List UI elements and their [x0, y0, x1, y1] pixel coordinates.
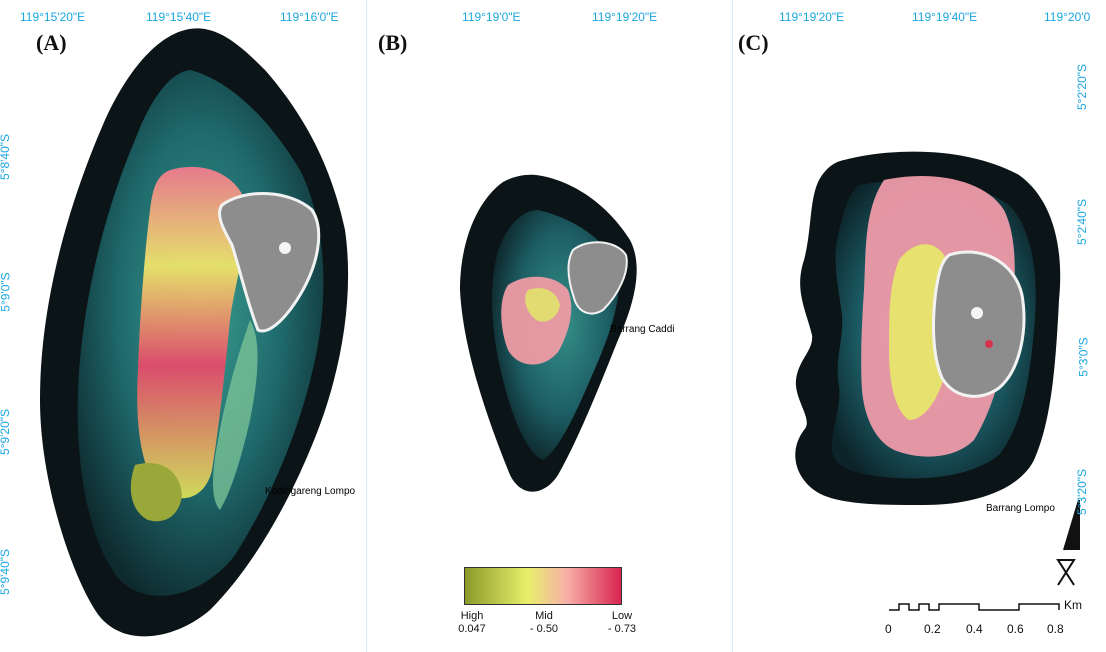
scale-bar — [889, 603, 1060, 611]
map-panel-a: 119°15'20"E 119°15'40"E 119°16'0"E 5°8'4… — [0, 0, 366, 652]
lon-label-c-3: 119°20'0 — [1044, 10, 1091, 24]
lon-label-a-2: 119°15'40"E — [146, 10, 212, 24]
lat-label-c-4: 5°3'20"S — [1075, 468, 1090, 516]
legend-low-label: Low - 0.73 — [602, 610, 642, 636]
legend-low-text: Low — [611, 610, 633, 622]
panel-label-a: (A) — [36, 30, 67, 55]
panel-divider-2 — [732, 0, 733, 652]
panel-label-c: (C) — [738, 30, 769, 55]
sand-shoal-a — [213, 320, 258, 510]
scale-unit: Km — [1064, 598, 1082, 612]
scale-tick-4: 0.8 — [1047, 622, 1064, 636]
legend-high-value: 0.047 — [458, 623, 486, 635]
legend-high-label: High 0.047 — [452, 610, 492, 636]
lon-label-c-1: 119°19'20"E — [779, 10, 845, 24]
scale-tick-1: 0.2 — [924, 622, 941, 636]
lat-label-c-1: 5°2'20"S — [1075, 63, 1090, 111]
map-panel-b: 119°19'0"E 119°19'20"E (B) Barrang Caddi… — [368, 0, 732, 652]
lon-label-b-1: 119°19'0"E — [462, 10, 521, 24]
panel-divider-1 — [366, 0, 367, 652]
scale-tick-0: 0 — [885, 622, 892, 636]
island-map-a — [40, 28, 349, 637]
legend-colorbar — [464, 567, 622, 605]
north-arrow-icon — [1056, 499, 1080, 586]
island-land-b — [567, 241, 628, 315]
lat-label-c-2: 5°2'40"S — [1075, 198, 1090, 246]
lat-label-a-3: 5°9'20"S — [0, 408, 13, 456]
island-name-c: Barrang Lompo — [986, 503, 1055, 514]
island-map-b — [460, 174, 637, 492]
panel-label-b: (B) — [378, 30, 408, 55]
legend-mid-label: Mid - 0.50 — [522, 610, 566, 636]
lat-label-a-1: 5°8'40"S — [0, 133, 13, 181]
island-land-c — [932, 250, 1026, 398]
lon-label-a-1: 119°15'20"E — [20, 10, 86, 24]
lat-label-a-2: 5°9'0"S — [0, 272, 13, 312]
scale-tick-3: 0.6 — [1007, 622, 1024, 636]
lon-label-a-3: 119°16'0"E — [280, 10, 339, 24]
lagoon-a — [130, 463, 182, 522]
island-name-a: Kodingareng Lompo — [265, 486, 356, 497]
seagrass-area-a — [137, 166, 247, 499]
scale-tick-2: 0.4 — [966, 622, 983, 636]
island-map-c — [795, 151, 1080, 611]
legend-mid-value: - 0.50 — [529, 623, 559, 635]
lon-label-c-2: 119°19'40"E — [912, 10, 978, 24]
lon-label-b-2: 119°19'20"E — [592, 10, 658, 24]
legend-mid-text: Mid — [535, 610, 553, 622]
map-panel-c: 119°19'20"E 119°19'40"E 119°20'0 5°2'20"… — [734, 0, 1106, 652]
legend-high-text: High — [460, 610, 484, 622]
island-name-b: Barrang Caddi — [610, 324, 675, 335]
legend-low-value: - 0.73 — [607, 623, 637, 635]
seagrass-high-b — [525, 288, 560, 322]
lat-label-c-3: 5°3'0"S — [1076, 337, 1091, 377]
island-land-a — [217, 192, 321, 333]
lat-label-a-4: 5°9'40"S — [0, 548, 13, 596]
